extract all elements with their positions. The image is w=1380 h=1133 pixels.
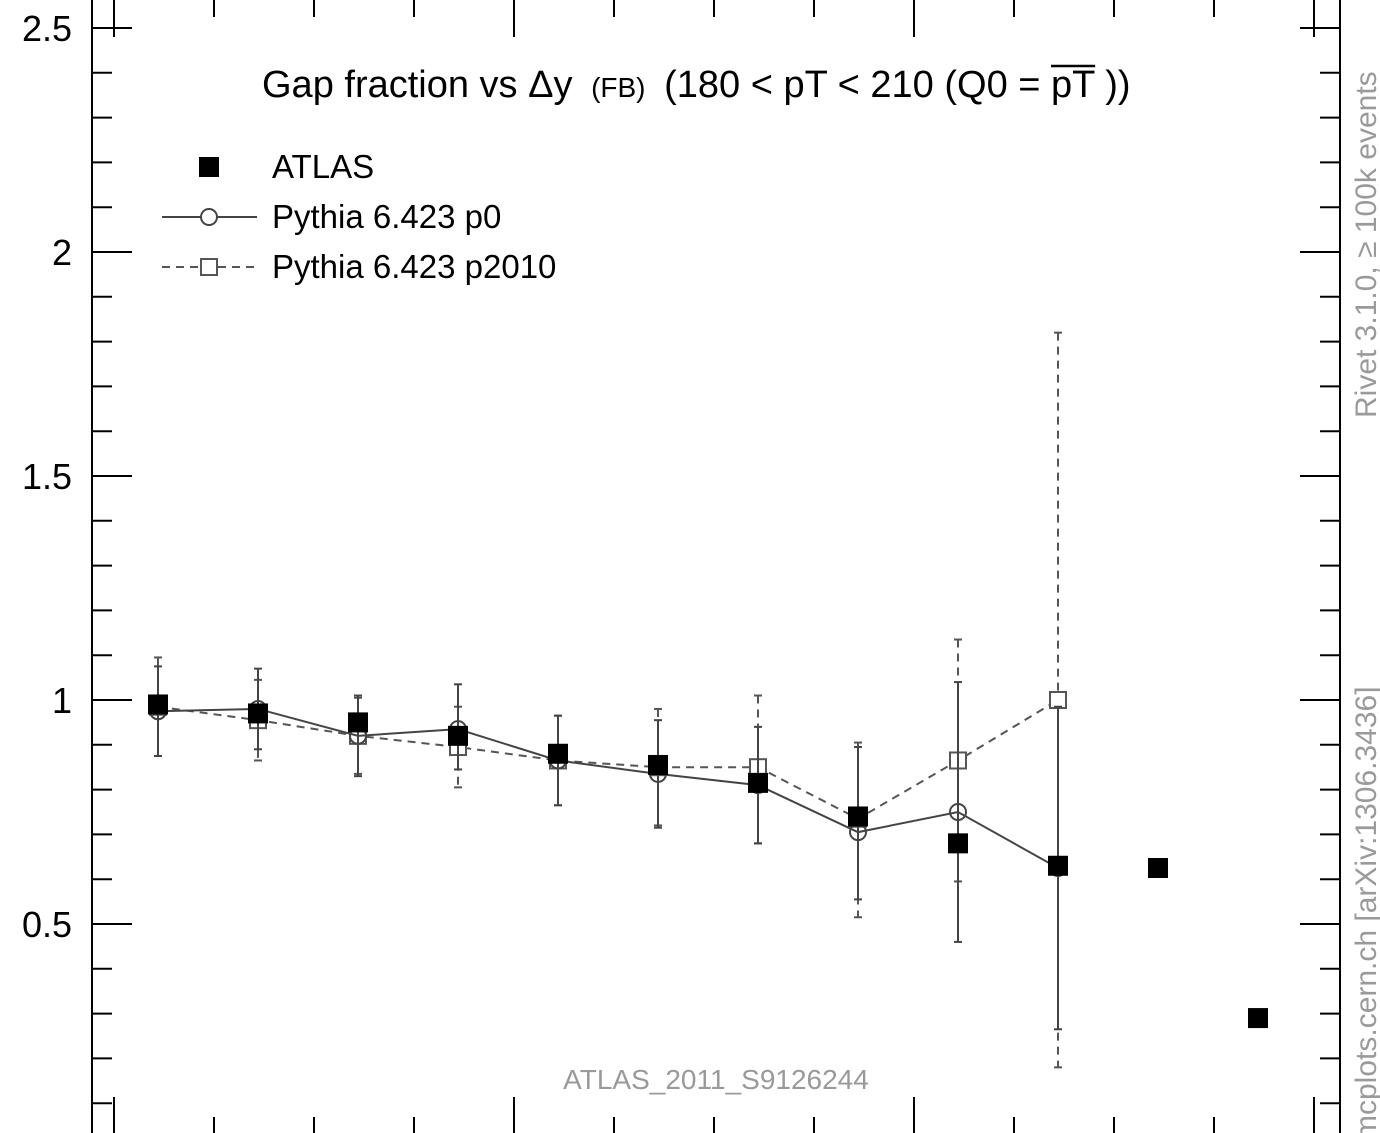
title-main: Gap fraction vs [262,64,518,106]
y-tick-label: 1.5 [22,456,72,497]
title-overlined: pT [1051,64,1095,106]
data-point [949,803,967,821]
data-point [248,703,268,724]
data-point [148,694,168,715]
legend-label-atlas: ATLAS [272,148,374,185]
side-label-rivet: Rivet 3.1.0, ≥ 100k events [1350,71,1380,418]
data-point [848,806,868,827]
data-point [1048,855,1068,876]
y-tick-label: 2 [52,232,72,273]
y-tick-label: 1 [52,680,72,721]
data-point [748,772,768,793]
data-point [1248,1008,1268,1029]
legend-marker-p0 [200,208,218,226]
data-point [448,725,468,746]
y-tick-labels: 0.5 1 1.5 2 2.5 [22,8,72,945]
axis-ticks [92,0,1340,1133]
series-line [157,707,1059,869]
chart-title: Gap fraction vs Δy (FB) (180 < pT < 210 … [262,64,1131,106]
plot-frame [91,0,1341,1133]
data-point [1148,858,1168,878]
title-symbol: Δy [528,64,572,106]
series-line [157,699,1059,820]
y-tick-label: 0.5 [22,904,72,945]
legend-marker-p2010 [200,258,218,276]
title-close: )) [1105,64,1130,106]
data-point [348,712,368,733]
legend-marker-atlas [199,157,219,177]
title-range: (180 < pT < 210 (Q0 = [664,64,1040,106]
legend-label-p0: Pythia 6.423 p0 [272,198,501,235]
legend-label-p2010: Pythia 6.423 p2010 [272,248,556,285]
analysis-label: ATLAS_2011_S9126244 [563,1064,869,1095]
y-tick-label: 2.5 [22,8,72,49]
series-atlas [148,694,1268,1029]
series-pythia-p0 [149,665,1067,1031]
data-point [548,743,568,764]
side-label-mcplots: mcplots.cern.ch [arXiv:1306.3436] [1350,686,1380,1133]
data-point [1049,691,1067,709]
series-pythia-p2010 [149,331,1067,1069]
data-point [648,754,668,775]
legend: ATLAS Pythia 6.423 p0 Pythia 6.423 p2010 [162,148,556,285]
title-qualifier: (FB) [591,72,645,103]
data-point [948,833,968,854]
